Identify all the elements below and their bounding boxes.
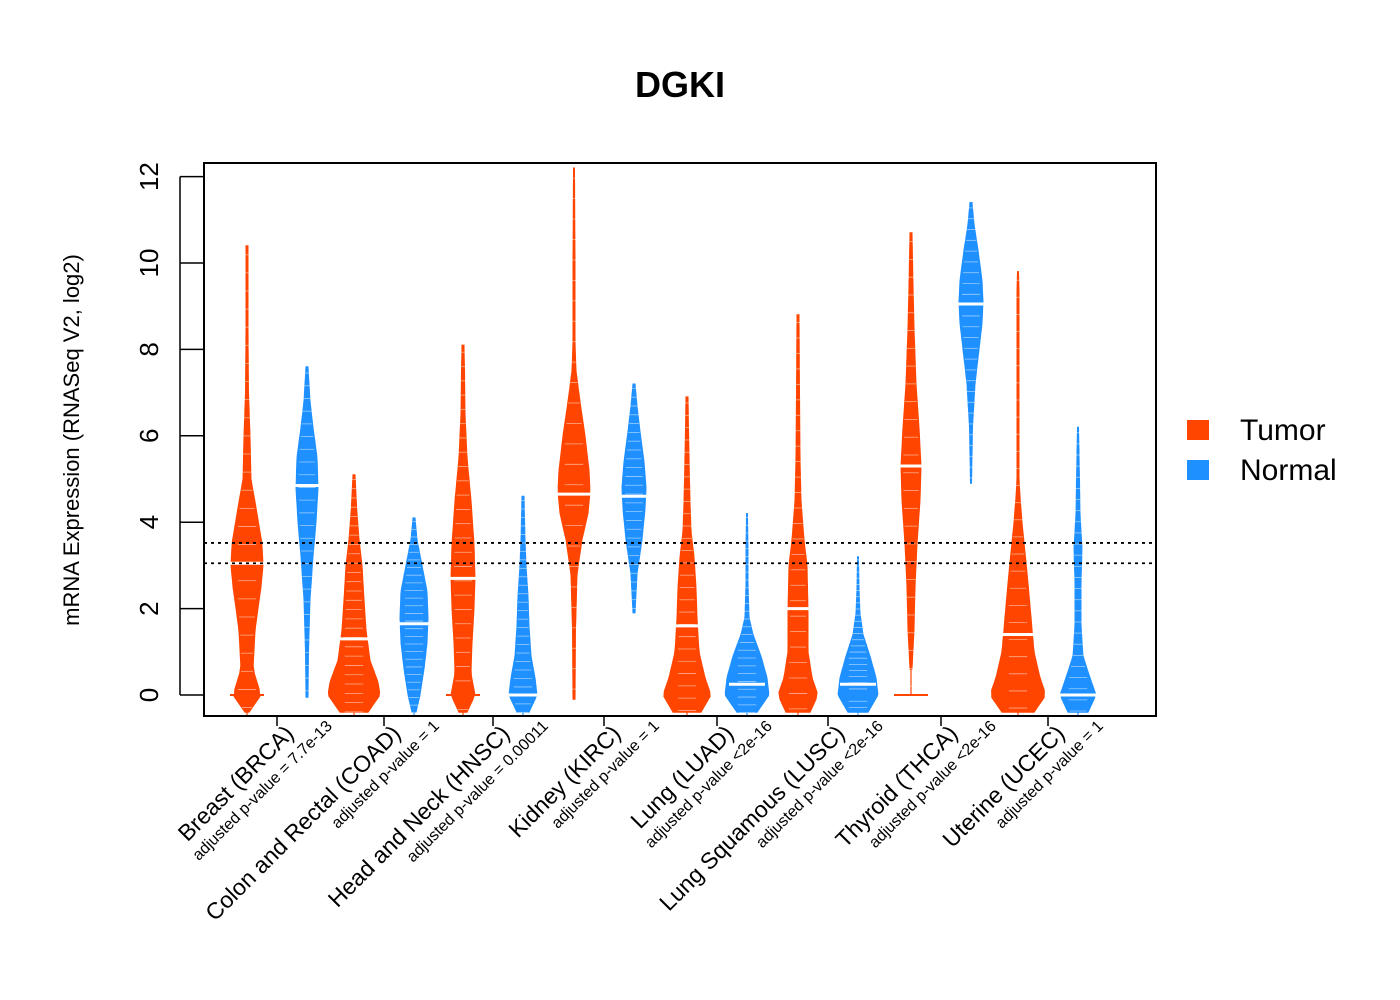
bean-normal-2	[396, 517, 432, 717]
bean-normal-6	[837, 556, 879, 717]
bean-normal-3	[505, 495, 541, 717]
x-axis: Breast (BRCA)adjusted p-value = 7.7e-13C…	[173, 716, 1107, 926]
y-tick-label: 2	[134, 601, 164, 615]
y-tick-label: 12	[134, 162, 164, 191]
reference-lines	[204, 542, 1156, 565]
y-tick-label: 8	[134, 342, 164, 356]
bean-tumor-7	[893, 232, 929, 696]
bean-tumor-2	[327, 474, 381, 717]
legend-label-tumor: Tumor	[1240, 414, 1326, 447]
bean-tumor-8	[991, 271, 1045, 717]
bean-tumor-6	[778, 314, 818, 717]
y-tick-label: 6	[134, 429, 164, 443]
beans-layer	[229, 167, 1096, 717]
y-tick-label: 0	[134, 688, 164, 702]
y-tick-label: 4	[134, 515, 164, 529]
bean-normal-4	[616, 383, 652, 614]
plot-frame	[203, 162, 1157, 717]
legend-label-normal: Normal	[1240, 454, 1337, 487]
legend: Tumor Normal	[1187, 414, 1337, 487]
bean-tumor-4	[556, 167, 592, 700]
chart-title: DGKI	[635, 64, 725, 105]
y-tick-label: 10	[134, 249, 164, 278]
bean-tumor-1	[229, 245, 265, 717]
bean-normal-8	[1060, 426, 1096, 717]
y-axis-label: mRNA Expression (RNASeq V2, log2)	[59, 254, 84, 626]
bean-normal-1	[289, 366, 325, 698]
bean-tumor-3	[445, 344, 481, 717]
y-axis: 0 2 4 6 8 10 12	[134, 162, 204, 702]
bean-normal-7	[953, 202, 989, 484]
bean-normal-5	[724, 513, 770, 717]
legend-swatch-normal	[1187, 460, 1209, 480]
legend-swatch-tumor	[1187, 420, 1209, 440]
bean-tumor-5	[663, 396, 711, 717]
